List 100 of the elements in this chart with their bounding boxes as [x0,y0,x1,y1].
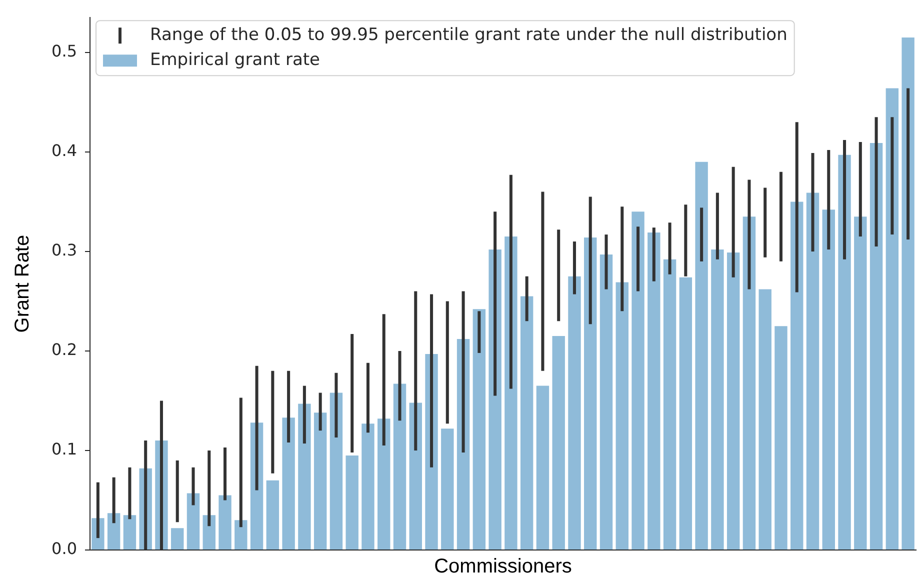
bar [239,398,242,528]
bar [224,448,227,500]
bar [520,296,534,550]
bar [318,392,322,431]
bar [393,384,406,550]
bar [525,276,528,322]
bar [716,192,719,260]
bar [409,402,422,550]
bar [128,467,132,520]
bar [636,226,640,292]
bar [843,140,846,260]
bar [854,216,867,550]
bar [906,88,910,240]
bar [552,336,565,550]
bar [144,440,148,550]
bar [700,208,704,262]
bar [255,366,258,490]
bar [663,259,676,550]
bar [160,400,163,550]
bar [588,196,592,324]
bar [414,291,418,450]
bar [726,252,740,550]
bar [838,154,851,550]
bar [494,212,497,396]
bar [96,482,100,538]
bar [186,493,200,550]
bar [811,152,814,252]
bar [430,294,434,468]
bar [378,418,390,550]
y-tick-label: 0.3 [52,240,77,260]
bar [346,455,358,550]
bar [890,117,894,235]
y-tick-label: 0.1 [52,440,77,459]
bar [742,216,756,550]
bar [509,174,512,389]
bar [536,386,550,550]
legend-label: Empirical grant rate [150,50,320,70]
bar [362,424,374,550]
bar [758,289,772,550]
bar [806,192,820,550]
bar [282,418,295,550]
y-tick-label: 0.4 [52,141,77,160]
y-tick-label: 0.0 [52,539,77,558]
bar [398,350,402,421]
bar [568,276,581,550]
bar [350,334,354,452]
bar [234,520,248,550]
bar [632,212,644,550]
bar [822,210,835,550]
bar [271,370,274,474]
x-axis-title: Commissioners [434,556,572,578]
bar [123,515,136,550]
bar [112,477,116,524]
bar [218,495,232,550]
bar [472,309,486,550]
bar [446,301,449,424]
bar [695,162,708,550]
bar [366,362,370,433]
bar [584,238,597,550]
y-tick-label: 0.5 [52,42,77,61]
bar [302,386,306,444]
bar [176,460,179,522]
bar [795,122,798,292]
bar [287,370,290,443]
bar [748,180,751,290]
bar [764,188,767,258]
bar [298,404,311,550]
bar [572,242,576,294]
bar [886,88,899,550]
bar [382,314,386,446]
bar [732,166,735,278]
bar [858,142,862,237]
bar [334,372,338,438]
bar [600,254,613,550]
bar [668,222,672,274]
bar [541,192,544,371]
y-axis-title: Grant Rate [12,234,34,333]
bar [620,206,624,312]
bar [779,172,782,262]
bar [604,234,608,290]
bar [648,232,660,550]
bar [711,249,724,550]
legend-label: Range of the 0.05 to 99.95 percentile grant rate under the null distribution [150,25,788,46]
bar [441,428,454,550]
bar [208,450,211,526]
bar [874,117,878,246]
bar [266,480,280,550]
bar [616,282,628,550]
bar [652,228,656,282]
bar [171,528,184,550]
bar [192,467,195,506]
bar [790,202,804,550]
bar [330,392,343,550]
bar [679,277,692,550]
bar [202,515,216,550]
bar [314,412,327,550]
bar [684,204,688,276]
bar [557,230,560,322]
bar [870,142,883,550]
bar [107,513,120,550]
